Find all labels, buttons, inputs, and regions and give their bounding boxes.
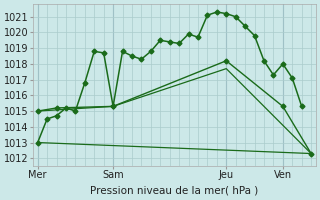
X-axis label: Pression niveau de la mer( hPa ): Pression niveau de la mer( hPa ) <box>90 186 259 196</box>
